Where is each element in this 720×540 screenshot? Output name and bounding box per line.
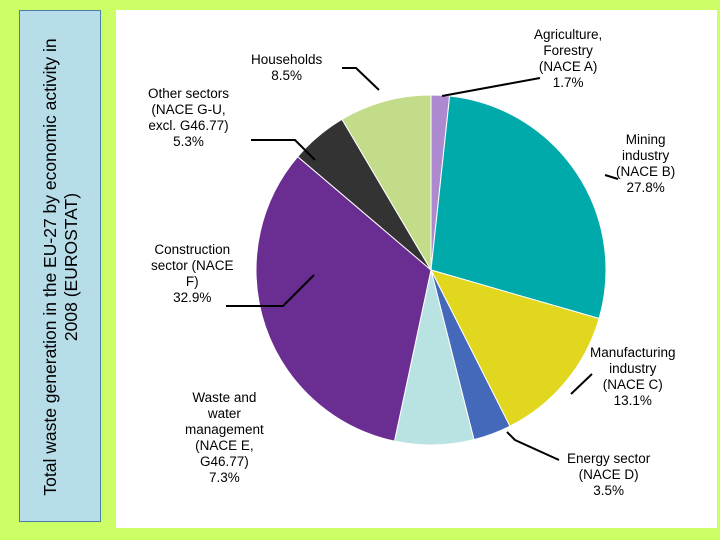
slice-label-line: 27.8% [626,180,665,195]
slice-label-line: excl. G46.77) [148,118,229,133]
slice-label-5: Waste and water management (NACE E, G46.77) 7… [185,390,264,486]
slice-label-line: management [185,422,264,437]
slice-label-line: (NACE A) [538,59,598,74]
slice-label-line: Forestry [543,43,593,58]
slice-label-line: 32.9% [173,290,212,305]
pie-chart [226,67,619,461]
chart-title: Total waste generation in the EU-27 by e… [40,38,81,496]
pie-slice-8 [341,94,432,272]
slice-label-line: Waste and [192,390,257,405]
leader-line-8 [342,67,380,91]
slice-label-line: Other sectors [148,86,230,101]
slice-label-line: (NACE E, [195,438,254,453]
pie-chart-panel: Agriculture, Forestry (NACE A) 1.7% Mining in… [116,10,717,528]
slice-label-line: 8.5% [271,68,303,83]
slice-label-line: Manufacturing [590,345,676,360]
slice-label-3: Manufacturing industry (NACE C) 13.1% [590,345,676,409]
slice-label-line: Agriculture, [534,27,603,42]
leader-line-4 [506,431,560,461]
slice-label-8: Households 8.5% [251,52,322,84]
leader-line-1 [441,77,541,97]
slice-label-line: 3.5% [593,483,625,498]
slice-label-line: (NACE B) [616,164,676,179]
slice-label-4: Energy sector (NACE D) 3.5% [567,451,650,499]
slice-label-line: sector (NACE [151,258,234,273]
slice-label-line: G46.77) [200,454,249,469]
pie-slice-3 [430,269,600,427]
slice-label-line: 7.3% [209,470,240,485]
leader-line-2 [604,174,619,180]
chart-title-box: Total waste generation in the EU-27 by e… [19,10,101,522]
slice-label-line: Construction [154,242,231,257]
pie-slice-2 [430,95,607,320]
slice-label-line: 13.1% [613,393,652,408]
slice-label-line: water [207,406,241,421]
slice-label-7: Other sectors (NACE G-U, excl. G46.77) 5.3% [148,86,229,150]
slice-label-line: Households [251,52,323,67]
slice-label-line: F) [185,274,199,289]
slice-label-line: Energy sector [567,451,651,466]
slice-label-6: Construction sector (NACE F) 32.9% [151,242,234,306]
slice-label-line: (NACE G-U, [151,102,226,117]
slice-label-line: industry [621,148,670,163]
slice-label-line: 5.3% [173,134,204,149]
slice-label-line: Mining [625,132,666,147]
slice-label-line: 1.7% [552,75,584,90]
slice-label-line: industry [609,361,657,376]
leader-line-3 [570,373,593,395]
slice-label-line: (NACE D) [578,467,639,482]
slice-label-line: (NACE C) [602,377,663,392]
slice-label-1: Agriculture, Forestry (NACE A) 1.7% [534,27,602,91]
pie-slice-6 [255,155,432,442]
leader-line-7 [251,139,316,161]
slice-label-2: Mining industry (NACE B) 27.8% [616,132,675,196]
leader-line-6 [226,274,315,307]
